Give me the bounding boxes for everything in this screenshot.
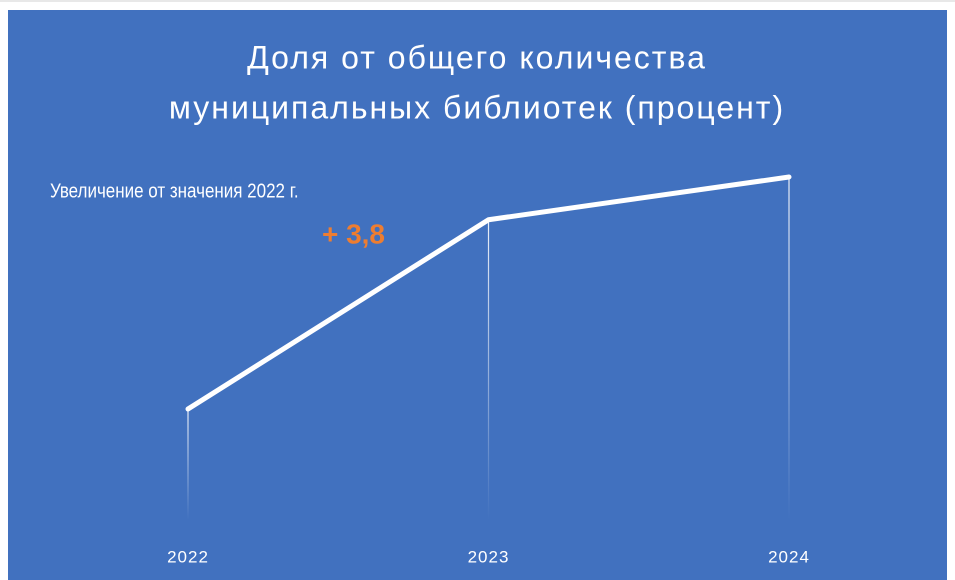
drop-line — [788, 177, 790, 520]
drop-line — [487, 219, 490, 520]
x-tick-label: 2024 — [768, 547, 810, 566]
annotation: Увеличение от значения 2022 г. — [50, 179, 299, 202]
x-tick-label: 2023 — [468, 547, 510, 566]
annotation-value: + 3,8 — [322, 218, 385, 249]
chart-title: Доля от общего количества — [247, 39, 707, 75]
drop-line — [187, 409, 189, 520]
line — [185, 174, 792, 412]
chart-title: муниципальных библиотек (процент) — [169, 89, 785, 125]
chart-background — [8, 10, 947, 580]
x-tick-label: 2022 — [167, 547, 209, 566]
